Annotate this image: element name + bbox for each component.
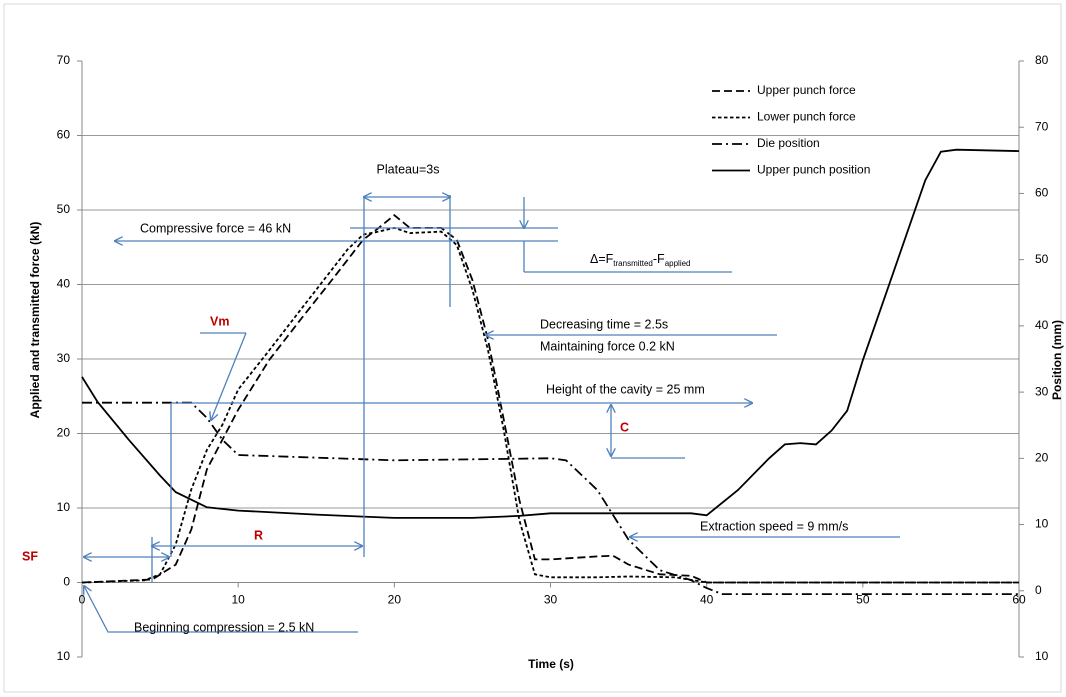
x-tick-label: 10 [231, 593, 245, 607]
annotation: Maintaining force 0.2 kN [540, 339, 675, 353]
y-tick-label: 0 [63, 575, 70, 589]
y-tick-label: 40 [57, 277, 71, 291]
annotations: Plateau=3s Compressive force = 46 kN Δ=F… [22, 162, 848, 634]
legend-label: Die position [757, 136, 820, 150]
x-tick-label: 20 [388, 593, 402, 607]
annotation: Height of the cavity = 25 mm [546, 382, 705, 396]
y2-tick-label: 80 [1035, 53, 1049, 67]
y-tick-label: 60 [57, 128, 71, 142]
legend-label: Lower punch force [757, 110, 856, 124]
frame [3, 3, 1062, 693]
annotation: SF [22, 549, 38, 563]
annotation-part: transmitted [613, 259, 653, 268]
x-tick-label: 30 [544, 593, 558, 607]
y2-tick-label: 50 [1035, 252, 1049, 266]
y-axis-title: Applied and transmitted force (kN) [28, 222, 42, 419]
y2-tick-label: 10 [1035, 517, 1049, 531]
y2-axis-title: Position (mm) [1050, 320, 1064, 400]
y2-tick-label: 40 [1035, 318, 1049, 332]
annotation: Δ=Ftransmitted-Fapplied [590, 252, 691, 268]
grid [77, 60, 1024, 658]
annotation: Decreasing time = 2.5s [540, 317, 668, 331]
y2-tick-label: 10 [1035, 649, 1049, 663]
series-line [81, 148, 1020, 519]
y2-tick-label: 60 [1035, 186, 1049, 200]
y2-tick-label: 20 [1035, 451, 1049, 465]
series [81, 148, 1020, 595]
y2-tick-label: 0 [1035, 583, 1042, 597]
annotation: Plateau=3s [377, 162, 440, 176]
annotation-lines [84, 195, 900, 633]
annotation: Compressive force = 46 kN [140, 221, 291, 235]
series-line [81, 214, 1019, 584]
annotation: R [254, 528, 263, 542]
legend-label: Upper punch force [757, 83, 856, 97]
beginning-arrow [84, 586, 358, 633]
annotation-part: -F [653, 252, 665, 266]
annotation: Vm [210, 314, 229, 328]
y-tick-label: 30 [57, 351, 71, 365]
annotation: Beginning compression = 2.5 kN [134, 620, 314, 634]
series-line [81, 226, 1019, 584]
series-line [82, 401, 1019, 595]
x-axis-title: Time (s) [528, 657, 574, 671]
annotation-part: Δ=F [590, 252, 614, 266]
x-tick-label: 50 [856, 593, 870, 607]
x-tick-label: 0 [79, 593, 86, 607]
annotation-part: applied [665, 259, 691, 268]
y-tick-label: 20 [57, 426, 71, 440]
y-tick-label: 10 [57, 649, 71, 663]
x-tick-label: 40 [700, 593, 714, 607]
vm-arrow [211, 332, 247, 420]
y2-tick-label: 70 [1035, 119, 1049, 133]
annotation: C [620, 420, 629, 434]
y2-tick-label: 30 [1035, 384, 1049, 398]
x-tick-label: 60 [1012, 593, 1026, 607]
legend-label: Upper punch position [757, 163, 870, 177]
y-tick-label: 10 [57, 500, 71, 514]
y-tick-label: 70 [57, 53, 71, 67]
y-tick-label: 50 [57, 202, 71, 216]
annotation: Extraction speed = 9 mm/s [700, 519, 848, 533]
